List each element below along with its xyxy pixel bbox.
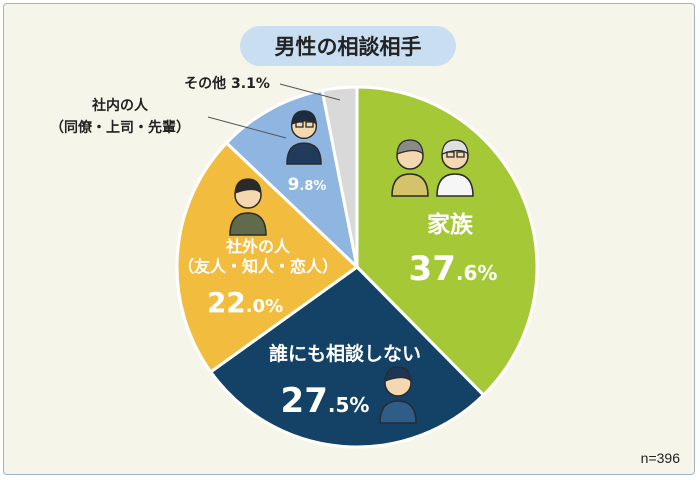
pie-slice-2 <box>175 140 360 374</box>
pie-slice-3 <box>224 88 360 272</box>
pie-slice-1 <box>208 265 486 449</box>
slice-value-inside: 9.8% <box>288 175 327 195</box>
slice-label-inside-line-1: （同僚・上司・先輩） <box>50 119 190 136</box>
slice-label-inside-line-0: 社内の人 <box>91 97 149 114</box>
friend-icon <box>229 178 267 236</box>
leader-line-inside <box>207 116 287 139</box>
grandmother-icon <box>391 139 429 197</box>
slice-label-family-line-0: 家族 <box>427 211 474 238</box>
coworker-icon <box>286 110 322 165</box>
slice-label-other: その他 3.1% <box>184 75 270 92</box>
grandfather-icon <box>436 139 474 197</box>
leader-line-other <box>279 83 341 101</box>
slice-value-family: 37.6% <box>409 249 498 289</box>
worried-man-icon <box>379 366 417 424</box>
slice-label-no-one-line-0: 誰にも相談しない <box>269 342 421 365</box>
slice-label-outside-line-0: 社外の人 <box>225 237 291 256</box>
glasses-icon <box>446 151 465 158</box>
chart-title: 男性の相談相手 <box>240 26 456 66</box>
slice-value-outside: 22.0% <box>207 286 283 319</box>
coworker-glasses-icon <box>295 121 314 128</box>
sample-size-label: n=396 <box>640 450 680 466</box>
slice-label-outside-line-1: （友人・知人・恋人） <box>178 257 338 276</box>
pie-slice-4 <box>320 85 359 268</box>
slice-value-no-one: 27.5% <box>281 381 370 421</box>
